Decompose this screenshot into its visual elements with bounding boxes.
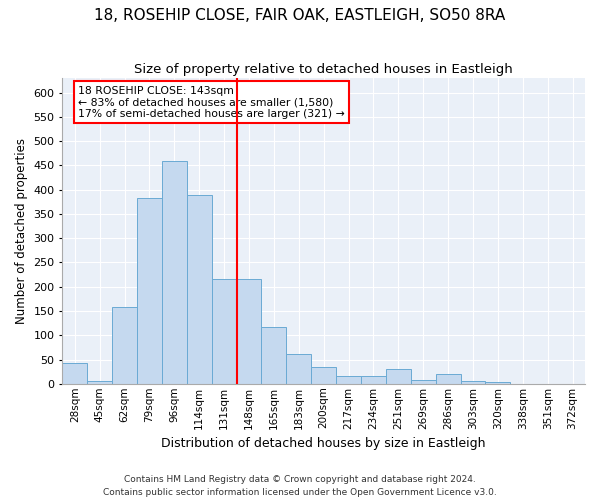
Bar <box>436 374 461 384</box>
Bar <box>286 354 311 384</box>
Title: Size of property relative to detached houses in Eastleigh: Size of property relative to detached ho… <box>134 62 513 76</box>
Bar <box>311 367 336 384</box>
Text: 18 ROSEHIP CLOSE: 143sqm
← 83% of detached houses are smaller (1,580)
17% of sem: 18 ROSEHIP CLOSE: 143sqm ← 83% of detach… <box>78 86 345 119</box>
Y-axis label: Number of detached properties: Number of detached properties <box>15 138 28 324</box>
Bar <box>87 382 112 384</box>
Bar <box>236 280 262 384</box>
Bar <box>386 369 411 384</box>
Bar <box>336 376 361 384</box>
Bar <box>137 198 162 384</box>
Text: Contains HM Land Registry data © Crown copyright and database right 2024.
Contai: Contains HM Land Registry data © Crown c… <box>103 476 497 497</box>
Bar <box>411 380 436 384</box>
Bar <box>212 280 236 384</box>
Bar <box>162 160 187 384</box>
X-axis label: Distribution of detached houses by size in Eastleigh: Distribution of detached houses by size … <box>161 437 486 450</box>
Bar <box>485 382 511 384</box>
Bar <box>62 364 87 384</box>
Bar <box>461 382 485 384</box>
Bar <box>361 376 386 384</box>
Bar <box>262 326 286 384</box>
Bar <box>112 307 137 384</box>
Text: 18, ROSEHIP CLOSE, FAIR OAK, EASTLEIGH, SO50 8RA: 18, ROSEHIP CLOSE, FAIR OAK, EASTLEIGH, … <box>94 8 506 22</box>
Bar <box>187 196 212 384</box>
